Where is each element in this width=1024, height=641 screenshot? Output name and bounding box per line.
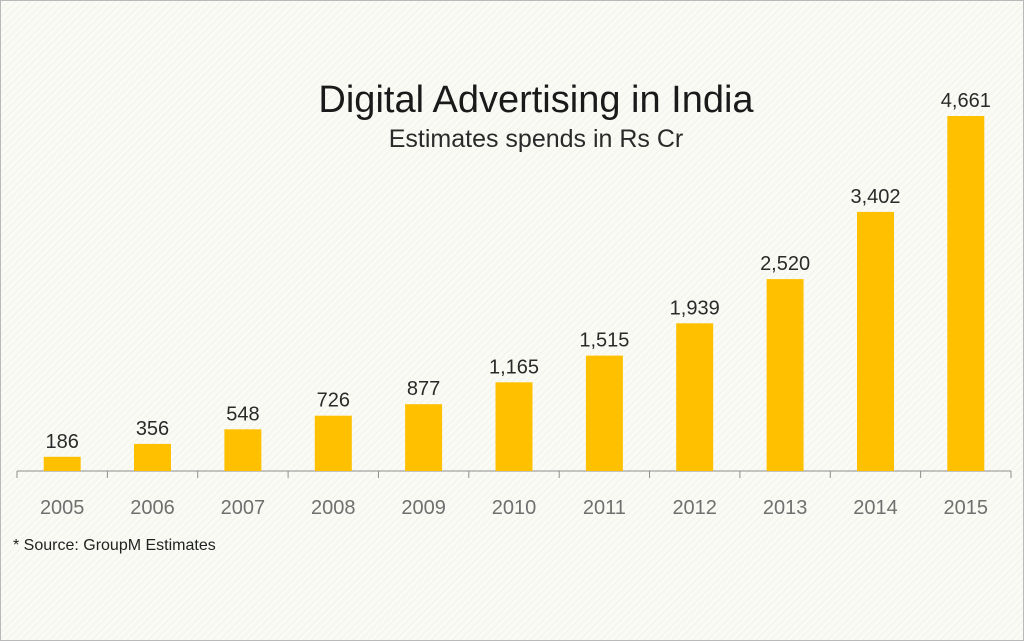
bar-2009 — [405, 404, 443, 471]
bar-2015 — [947, 116, 985, 471]
value-label-2009: 877 — [407, 378, 440, 400]
bar-2012 — [676, 323, 714, 471]
chart-subtitle: Estimates spends in Rs Cr — [388, 125, 684, 153]
x-tick-label-2006: 2006 — [130, 497, 175, 519]
x-tick-label-2011: 2011 — [583, 497, 626, 519]
x-tick-label-2013: 2013 — [763, 497, 808, 519]
value-label-2006: 356 — [136, 418, 169, 440]
value-label-2015: 4,661 — [941, 90, 991, 112]
value-label-2008: 726 — [317, 390, 350, 412]
chart-title: Digital Advertising in India — [318, 79, 754, 121]
bar-2011 — [585, 355, 623, 471]
source-footnote: * Source: GroupM Estimates — [13, 537, 216, 554]
bar-2014 — [857, 211, 894, 471]
x-tick-label-2007: 2007 — [221, 497, 266, 519]
value-label-2012: 1,939 — [670, 297, 720, 319]
bar-2006 — [134, 443, 171, 471]
value-label-2005: 186 — [46, 431, 79, 453]
x-tick-label-2010: 2010 — [492, 497, 537, 519]
x-tick-label-2008: 2008 — [311, 497, 356, 519]
bar-2010 — [495, 382, 533, 471]
x-tick-label-2015: 2015 — [944, 497, 989, 519]
x-tick-label-2005: 2005 — [40, 497, 85, 519]
value-label-2014: 3,402 — [850, 186, 900, 208]
value-label-2010: 1,165 — [489, 356, 539, 378]
value-label-2013: 2,520 — [760, 253, 810, 275]
x-tick-label-2012: 2012 — [672, 497, 717, 519]
bar-2005 — [43, 456, 81, 471]
bar-2013 — [766, 279, 804, 471]
x-tick-label-2009: 2009 — [401, 497, 446, 519]
x-tick-label-2014: 2014 — [853, 497, 898, 519]
value-label-2007: 548 — [226, 403, 259, 425]
bar-2007 — [224, 429, 262, 471]
value-label-2011: 1,515 — [579, 330, 629, 352]
bar-2008 — [314, 415, 352, 471]
